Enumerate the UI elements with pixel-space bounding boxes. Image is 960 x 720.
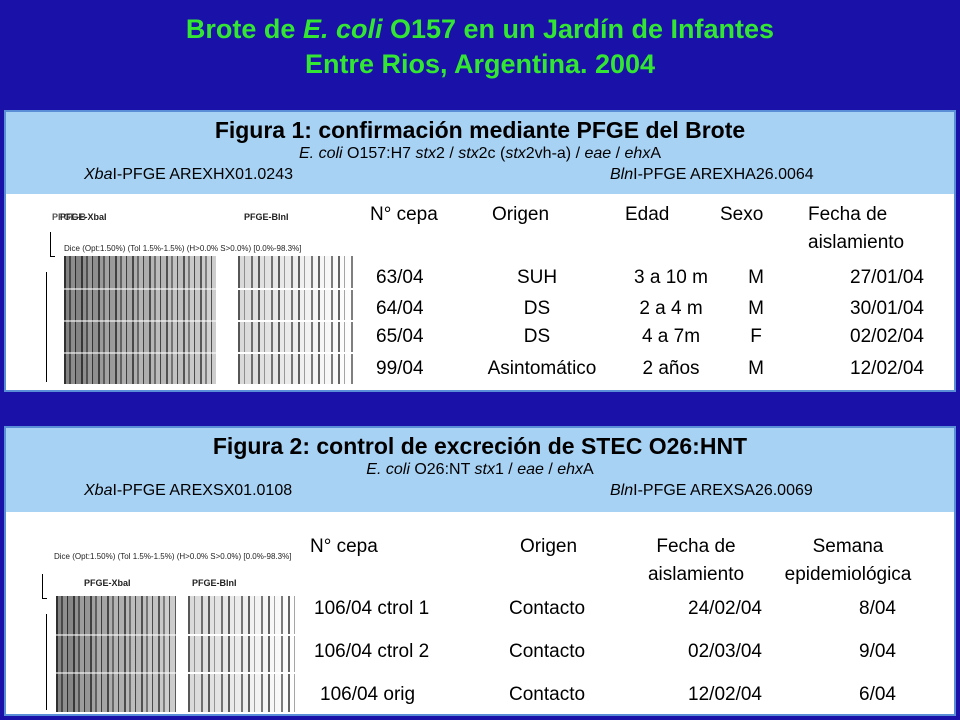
figure1-gel-label-blni: PFGE-BlnI	[244, 212, 289, 222]
title-line-2: Entre Rios, Argentina. 2004	[304, 49, 656, 79]
figure2-col-epidemiologica: epidemiológica	[784, 564, 912, 585]
figure1-gel-xbai	[64, 256, 216, 384]
figure2-row2-fecha: 02/03/04	[688, 641, 762, 662]
figure2-pfge-patterns: XbaI-PFGE AREXSX01.0108 BlnI-PFGE AREXSA…	[6, 480, 954, 502]
figure2-row2-origen: Contacto	[509, 641, 586, 662]
title-line-1: Brote de E. coli O157 en un Jardín de In…	[185, 14, 775, 44]
figure2-row3-fecha: 12/02/04	[688, 684, 762, 705]
figure1-row3-sexo: F	[750, 326, 762, 347]
figure2-col-aislamiento: aislamiento	[647, 564, 745, 585]
figure1-row4-edad: 2 años	[642, 358, 700, 379]
figure2-subtitle: E. coli O26:NT stx1 / eae / ehxA	[366, 461, 594, 478]
figure2-scale-mark	[42, 574, 47, 599]
figure1-row1-fecha: 27/01/04	[850, 267, 924, 288]
figure2-gel-label-blni: PFGE-BlnI	[192, 578, 237, 588]
figure1-row2-fecha: 30/01/04	[850, 298, 924, 319]
figure1-gel-label-overlap: PFGE-B	[52, 212, 87, 222]
figure1-gel-blni	[238, 256, 356, 384]
figure1-row2-edad: 2 a 4 m	[639, 298, 703, 319]
figure2-row3-cepa: 106/04 orig	[320, 684, 416, 705]
figure2-col-cepa: N° cepa	[310, 536, 378, 557]
figure2-blni-pattern: BlnI-PFGE AREXSA26.0069	[610, 482, 813, 499]
figure1-col-edad: Edad	[625, 204, 670, 225]
slide-title: Brote de E. coli O157 en un Jardín de In…	[0, 12, 960, 82]
figure2-gel-xbai	[56, 596, 176, 712]
figure1-dendrogram	[46, 272, 47, 382]
figure1-col-fecha: Fecha de	[808, 204, 888, 225]
figure1-row4-sexo: M	[748, 358, 764, 379]
figure1-row3-fecha: 02/02/04	[850, 326, 924, 347]
figure1-row3-origen: DS	[523, 326, 551, 347]
figure2-xbai-pattern: XbaI-PFGE AREXSX01.0108	[84, 482, 293, 499]
figure1-row1-cepa: 63/04	[376, 267, 424, 288]
figure2-header: Figura 2: control de excreción de STEC O…	[6, 428, 954, 512]
figure1-scale-mark	[50, 232, 55, 257]
figure2-row1-fecha: 24/02/04	[688, 598, 762, 619]
figure1-col-aislamiento: aislamiento	[808, 232, 905, 253]
figure1-row1-edad: 3 a 10 m	[634, 267, 708, 288]
figure2-panel: Figura 2: control de excreción de STEC O…	[4, 426, 956, 716]
figure1-row4-origen: Asintomático	[487, 358, 597, 379]
figure1-row1-sexo: M	[748, 267, 764, 288]
figure2-row1-origen: Contacto	[509, 598, 586, 619]
figure1-subtitle: E. coli O157:H7 stx2 / stx2c (stx2vh-a) …	[299, 145, 661, 162]
figure2-title: Figura 2: control de excreción de STEC O…	[212, 433, 748, 459]
figure1-gel-label-xbai: PFGE-XbaI	[60, 212, 107, 222]
figure1-row2-sexo: M	[748, 298, 764, 319]
figure2-gel-label-xbai: PFGE-XbaI	[84, 578, 131, 588]
figure2-row3-semana: 6/04	[859, 684, 896, 705]
figure1-row2-cepa: 64/04	[376, 298, 424, 319]
figure2-col-fecha: Fecha de	[656, 536, 736, 557]
figure1-row4-fecha: 12/02/04	[850, 358, 924, 379]
figure1-pfge-patterns: XbaI-PFGE AREXHX01.0243 BlnI-PFGE AREXHA…	[6, 164, 954, 186]
figure2-col-origen: Origen	[520, 536, 578, 557]
figure1-row1-origen: SUH	[516, 267, 558, 288]
figure1-title: Figura 1: confirmación mediante PFGE del…	[214, 117, 746, 143]
figure2-row2-cepa: 106/04 ctrol 2	[314, 641, 430, 662]
figure2-row1-semana: 8/04	[859, 598, 896, 619]
figure2-row1-cepa: 106/04 ctrol 1	[314, 598, 430, 619]
figure1-blni-pattern: BlnI-PFGE AREXHA26.0064	[610, 166, 814, 183]
figure1-panel: Figura 1: confirmación mediante PFGE del…	[4, 110, 956, 392]
figure2-gel-blni	[188, 596, 298, 712]
figure2-row3-origen: Contacto	[509, 684, 586, 705]
figure2-col-semana: Semana	[812, 536, 884, 557]
figure1-col-cepa: N° cepa	[370, 204, 438, 225]
figure2-dendrogram	[46, 614, 47, 710]
figure1-row4-cepa: 99/04	[376, 358, 424, 379]
figure1-dice-text: Dice (Opt:1.50%) (Tol 1.5%-1.5%) (H>0.0%…	[64, 244, 302, 253]
figure1-row3-edad: 4 a 7m	[641, 326, 701, 347]
figure1-row3-cepa: 65/04	[376, 326, 424, 347]
figure1-col-origen: Origen	[492, 204, 550, 225]
figure1-header: Figura 1: confirmación mediante PFGE del…	[6, 112, 954, 194]
figure1-col-sexo: Sexo	[720, 204, 764, 225]
figure2-row2-semana: 9/04	[859, 641, 896, 662]
figure1-row2-origen: DS	[523, 298, 551, 319]
figure1-xbai-pattern: XbaI-PFGE AREXHX01.0243	[84, 166, 293, 183]
figure2-dice-text: Dice (Opt:1.50%) (Tol 1.5%-1.5%) (H>0.0%…	[54, 552, 292, 561]
